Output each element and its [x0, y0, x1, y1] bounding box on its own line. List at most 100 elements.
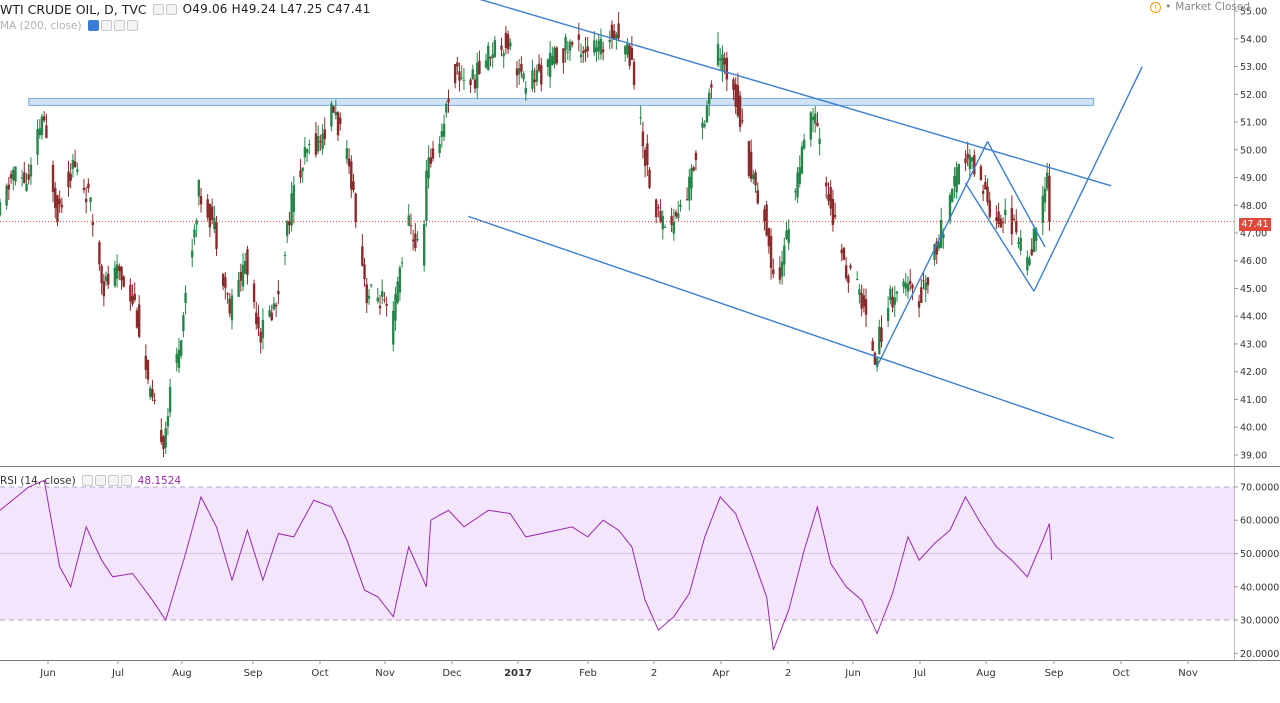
- candle-body: [917, 301, 921, 308]
- candle-body: [76, 169, 79, 172]
- candle-body: [648, 169, 651, 188]
- symbol-tools: [152, 3, 177, 15]
- time-tick-label: Dec: [442, 668, 461, 679]
- time-tick-label: 2: [785, 668, 791, 679]
- candle-body: [146, 359, 150, 380]
- candle-body: [895, 291, 899, 294]
- candle-body: [630, 47, 634, 60]
- open-value: O49.06: [182, 2, 228, 16]
- candle-body: [376, 297, 379, 302]
- candle-body: [858, 289, 861, 295]
- close-icon[interactable]: [126, 20, 138, 31]
- candle-body: [487, 45, 490, 70]
- eye-icon[interactable]: [152, 3, 164, 15]
- candle-body: [354, 193, 357, 223]
- candle-body: [286, 221, 289, 236]
- candle-body: [228, 298, 231, 314]
- settings-icon[interactable]: [100, 20, 112, 31]
- candle-body: [502, 53, 505, 57]
- candle-body: [308, 144, 311, 146]
- candle-body: [206, 199, 209, 218]
- price-tick-label: 39.00: [1240, 450, 1267, 461]
- candle-body: [548, 52, 552, 77]
- candle-body: [45, 125, 48, 139]
- settings-icon[interactable]: [165, 3, 177, 15]
- plus-icon[interactable]: [113, 20, 125, 31]
- candle-body: [1032, 228, 1036, 252]
- candle-body: [639, 117, 642, 119]
- candle-body: [738, 95, 742, 128]
- candle-body: [1017, 242, 1020, 244]
- candle-body: [926, 277, 930, 286]
- candle-body: [1028, 258, 1031, 265]
- candle-body: [23, 172, 26, 184]
- candle-body: [794, 191, 797, 193]
- close-icon[interactable]: [120, 475, 132, 486]
- settings-icon[interactable]: [94, 475, 106, 486]
- candle-body: [104, 276, 108, 282]
- rsi-tick-label: 40.0000: [1240, 582, 1279, 593]
- candle-body: [818, 138, 821, 144]
- time-tick-label: Oct: [311, 668, 328, 679]
- candle-body: [213, 217, 216, 230]
- candle-body: [981, 191, 985, 194]
- candle-body: [1012, 218, 1016, 220]
- candle-body: [102, 281, 106, 297]
- candle-body: [707, 92, 711, 105]
- eye-icon[interactable]: [87, 20, 99, 31]
- price-tick-label: 42.00: [1240, 367, 1267, 378]
- candle-body: [175, 354, 178, 363]
- symbol-title[interactable]: WTI CRUDE OIL, D, TVC: [0, 1, 147, 17]
- rsi-tick-label: 50.0000: [1240, 549, 1279, 560]
- time-tick-label: Apr: [712, 668, 730, 679]
- candle-body: [195, 220, 198, 225]
- rsi-line: [0, 479, 1053, 651]
- rsi-label[interactable]: RSI (14, close): [0, 474, 76, 487]
- candle-body: [268, 310, 271, 317]
- plus-icon[interactable]: [107, 475, 119, 486]
- candle-body: [951, 188, 954, 203]
- candle-body: [599, 38, 603, 55]
- candle-body: [533, 79, 536, 83]
- upper-channel-line: [479, 0, 1112, 187]
- candle-body: [802, 139, 806, 149]
- price-tick-label: 52.00: [1240, 90, 1267, 101]
- candle-body: [71, 159, 75, 169]
- eye-icon[interactable]: [81, 475, 93, 486]
- candle-body: [87, 183, 90, 189]
- candle-body: [663, 226, 667, 228]
- candle-body: [381, 291, 384, 297]
- candle-body: [14, 166, 17, 182]
- candle-body: [783, 245, 786, 265]
- candle-body: [796, 172, 799, 198]
- candle-body: [274, 304, 278, 307]
- candle-body: [856, 278, 859, 280]
- candle-body: [491, 54, 494, 58]
- candle-body: [1001, 221, 1005, 224]
- candle-body: [617, 23, 620, 39]
- candle-body: [654, 199, 658, 218]
- candle-body: [1019, 237, 1022, 251]
- candle-body: [540, 65, 543, 85]
- candle-body: [520, 63, 523, 72]
- price-tick-label: 41.00: [1240, 395, 1267, 406]
- rsi-tick-label: 70.0000: [1240, 482, 1279, 493]
- candle-body: [270, 312, 273, 321]
- ma-label[interactable]: MA (200, close): [0, 19, 82, 32]
- candle-body: [210, 206, 214, 220]
- candle-body: [394, 294, 397, 321]
- candle-body: [555, 47, 558, 64]
- time-tick-label: Nov: [375, 668, 395, 679]
- candle-body: [73, 161, 77, 167]
- candle-body: [473, 79, 477, 89]
- candle-body: [339, 117, 342, 125]
- candle-body: [489, 56, 492, 59]
- candle-body: [453, 64, 457, 84]
- candle-body: [811, 116, 815, 121]
- candle-body: [484, 60, 488, 68]
- candle-body: [259, 331, 262, 343]
- candle-body: [332, 106, 335, 113]
- candle-body: [58, 199, 61, 205]
- candle-body: [694, 152, 698, 160]
